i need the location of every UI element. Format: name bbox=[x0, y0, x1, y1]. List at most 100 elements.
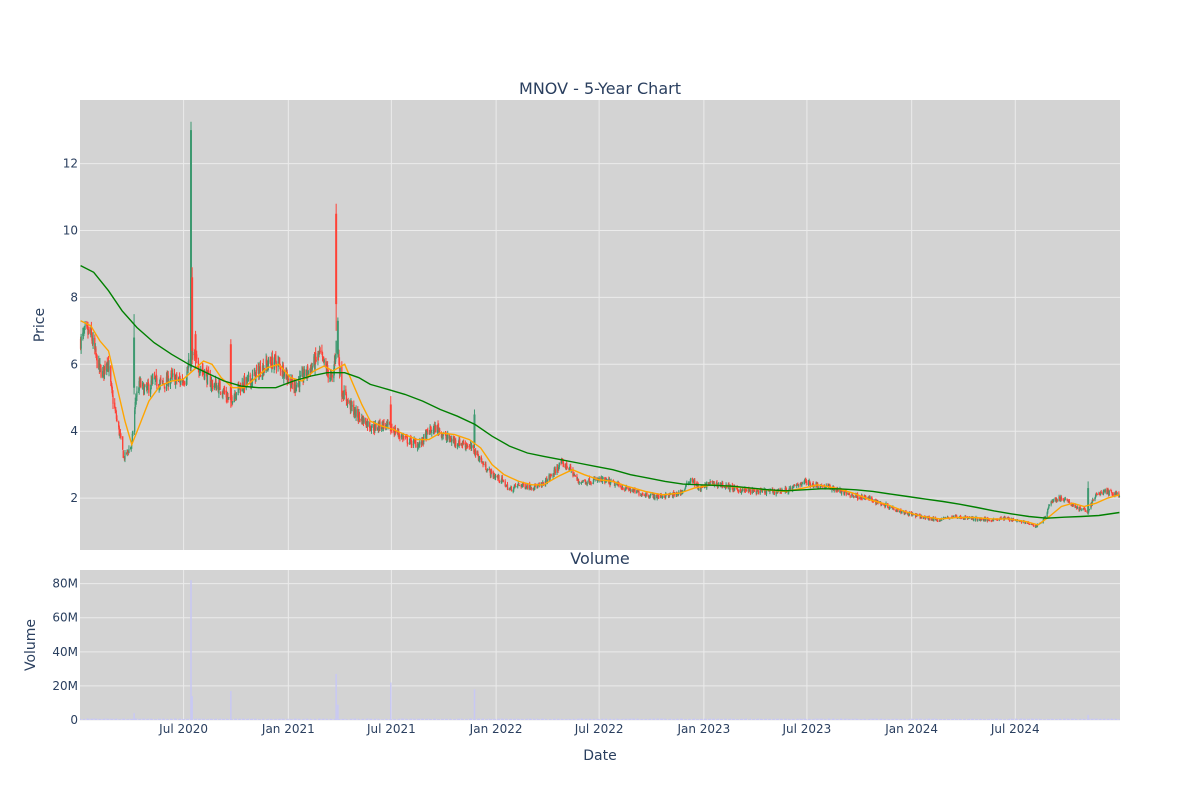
candle-body bbox=[512, 490, 514, 493]
candle-body bbox=[741, 490, 743, 493]
candle-body bbox=[367, 421, 369, 427]
candle-body bbox=[1111, 492, 1113, 495]
candle-body bbox=[311, 365, 313, 370]
candle-body bbox=[848, 494, 851, 495]
candle-body bbox=[840, 490, 843, 494]
candle-body bbox=[908, 512, 911, 516]
candle-body bbox=[436, 424, 439, 434]
candle-body bbox=[749, 489, 752, 494]
candle-body bbox=[636, 490, 638, 492]
candle-body bbox=[550, 475, 552, 477]
candle-body bbox=[135, 397, 138, 400]
candle-body bbox=[845, 491, 847, 495]
candle-body bbox=[977, 519, 979, 521]
candle-body bbox=[1048, 504, 1051, 506]
candle-body bbox=[678, 491, 680, 494]
candle-body bbox=[632, 488, 634, 492]
candle-body bbox=[614, 483, 616, 487]
candle-body bbox=[566, 467, 568, 469]
x-axis-title: Date bbox=[583, 748, 616, 764]
candle-body bbox=[172, 373, 174, 377]
candle-body bbox=[588, 478, 591, 484]
candle-body bbox=[422, 441, 424, 443]
candle-body bbox=[173, 373, 176, 375]
candle-body bbox=[456, 444, 459, 446]
candle-body bbox=[872, 501, 875, 502]
candle-body bbox=[1028, 523, 1030, 525]
candle-body bbox=[1032, 524, 1035, 526]
candle-body bbox=[566, 463, 568, 468]
candle-body bbox=[801, 484, 803, 486]
candle-body bbox=[259, 366, 262, 376]
candle-body bbox=[485, 464, 487, 471]
candle-body bbox=[90, 325, 93, 335]
candle-body bbox=[1000, 517, 1002, 519]
candle-body bbox=[1060, 496, 1063, 500]
candle-body bbox=[618, 484, 620, 486]
candle-body bbox=[110, 382, 112, 386]
candle-body bbox=[406, 436, 408, 444]
x-tick-label: Jan 2024 bbox=[884, 722, 938, 736]
candle-body bbox=[393, 430, 395, 432]
candle-body bbox=[544, 479, 547, 485]
candle-body bbox=[131, 433, 134, 442]
candle-body bbox=[626, 486, 628, 489]
candle-body bbox=[940, 519, 942, 521]
candle-body bbox=[118, 426, 120, 436]
candle-body bbox=[592, 482, 594, 484]
candle-body bbox=[971, 517, 973, 520]
candle-body bbox=[1099, 492, 1102, 495]
candle-body bbox=[114, 402, 116, 408]
candle-body bbox=[744, 488, 747, 491]
candle-body bbox=[389, 421, 391, 425]
candle-body bbox=[482, 462, 484, 466]
candle-body bbox=[793, 485, 796, 486]
candle-body bbox=[314, 354, 316, 370]
candle-body bbox=[196, 354, 198, 360]
candle-body bbox=[983, 519, 985, 522]
candle-body bbox=[231, 401, 234, 404]
candle-body bbox=[620, 485, 622, 487]
candle-body bbox=[893, 509, 895, 511]
candle-body bbox=[371, 424, 373, 428]
candle-body bbox=[133, 337, 136, 388]
candle-body bbox=[486, 468, 489, 471]
candle-body bbox=[685, 485, 687, 488]
candle-body bbox=[267, 358, 270, 368]
candle-body bbox=[510, 486, 513, 492]
candle-body bbox=[646, 493, 648, 496]
candle-body bbox=[529, 484, 531, 488]
candle-body bbox=[426, 429, 428, 431]
candle-body bbox=[817, 483, 819, 489]
candle-body bbox=[1058, 496, 1060, 502]
candle-body bbox=[353, 404, 355, 416]
candle-body bbox=[911, 513, 913, 516]
candle-body bbox=[374, 423, 377, 425]
candle-body bbox=[414, 439, 416, 442]
candle-body bbox=[115, 413, 118, 419]
candle-body bbox=[158, 388, 160, 390]
candle-body bbox=[207, 371, 210, 375]
candle-body bbox=[319, 351, 321, 352]
candle-body bbox=[295, 384, 297, 392]
candle-body bbox=[412, 439, 415, 446]
volume-bars bbox=[80, 580, 1120, 720]
x-ticks: Jul 2020 Jan 2021 Jul 2021 Jan 2022 Jul 2022… bbox=[158, 722, 1040, 736]
candle-body bbox=[374, 423, 376, 431]
candle-body bbox=[96, 355, 98, 368]
candle-body bbox=[334, 354, 337, 362]
candle-body bbox=[250, 379, 252, 387]
candle-body bbox=[136, 391, 138, 397]
candle-body bbox=[1118, 495, 1121, 497]
candle-body bbox=[817, 487, 819, 489]
candle-body bbox=[1115, 492, 1118, 494]
candle-body bbox=[419, 441, 421, 446]
candle-body bbox=[243, 376, 246, 389]
candle-body bbox=[331, 374, 333, 378]
candle-body bbox=[805, 481, 807, 484]
candle-body bbox=[1054, 498, 1056, 501]
candle-body bbox=[689, 481, 691, 484]
volume-y-tick-label: 60M bbox=[52, 611, 78, 625]
candle-body bbox=[383, 422, 385, 426]
